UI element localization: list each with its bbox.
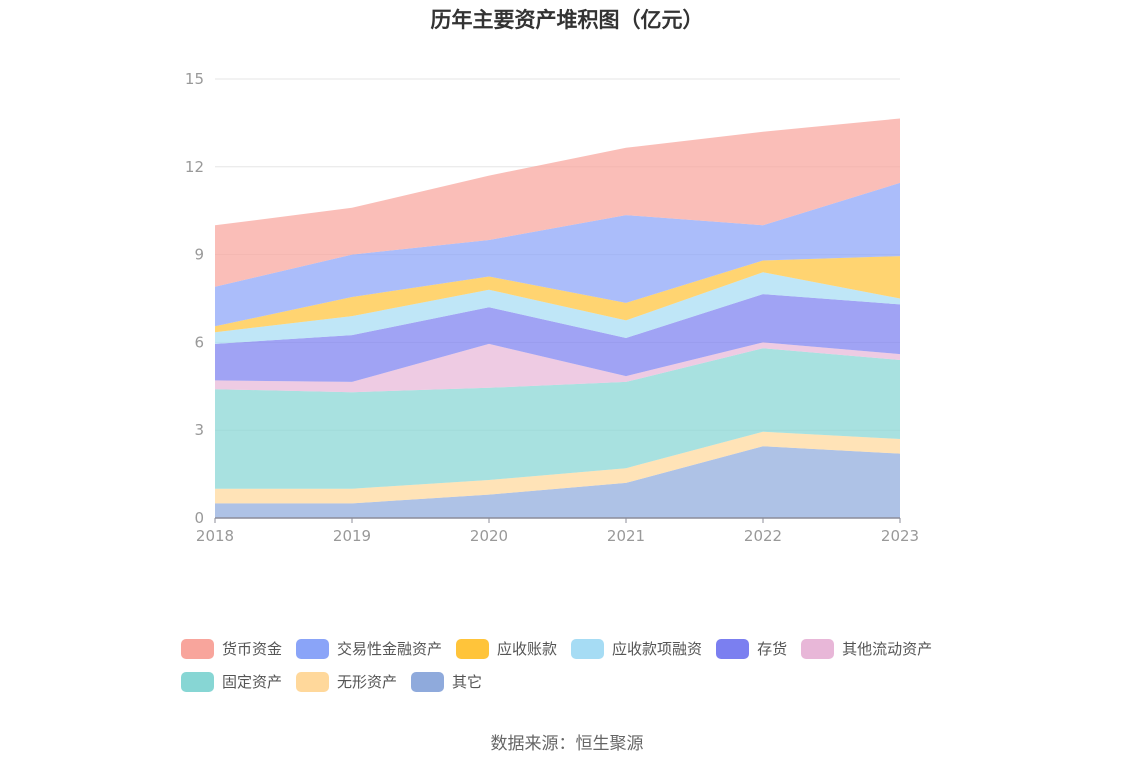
legend-item[interactable]: 应收款项融资 [571,638,702,659]
y-tick-label: 0 [194,509,204,527]
legend-item[interactable]: 货币资金 [181,638,282,659]
y-tick-label: 12 [185,158,204,176]
area-series-无形资产 [215,431,900,504]
x-tick-label: 2021 [607,527,645,545]
legend-item[interactable]: 应收账款 [456,638,557,659]
legend-item[interactable]: 无形资产 [296,671,397,692]
y-tick-label: 6 [194,333,204,351]
legend-item[interactable]: 固定资产 [181,671,282,692]
legend-label: 无形资产 [337,673,398,691]
area-series [215,118,900,518]
legend-label: 交易性金融资产 [337,640,443,658]
legend-swatch [801,638,835,659]
legend-swatch [716,638,750,659]
y-tick-label: 9 [194,246,204,264]
area-series-货币资金 [215,118,900,287]
legend-item[interactable]: 存货 [716,638,787,659]
legend-swatch [181,671,214,692]
legend-row: 固定资产 无形资产 其它 [181,665,981,698]
legend-swatch [411,671,445,692]
legend-label: 其它 [452,673,483,691]
axes: 0 3 6 9 12 15 2018 2019 2020 2021 2022 2023 [185,70,919,545]
legend-swatch [571,638,605,659]
chart-title: 历年主要资产堆积图（亿元） [430,8,704,32]
area-series-固定资产 [215,348,900,489]
area-series-存货 [215,294,900,382]
legend-label: 应收款项融资 [612,640,703,658]
area-series-交易性金融资产 [215,182,900,327]
y-tick-label: 15 [185,70,204,88]
data-source-note: 数据来源：恒生聚源 [490,734,644,754]
area-series-其它 [215,446,900,518]
legend-label: 固定资产 [222,673,283,691]
legend-swatch [296,671,330,692]
legend-label: 货币资金 [222,640,283,658]
area-series-应收账款 [215,256,900,333]
x-tick-label: 2023 [881,527,919,545]
x-tick-label: 2019 [333,527,371,545]
legend-swatch [181,638,214,659]
x-tick-label: 2022 [744,527,782,545]
legend-row: 货币资金 交易性金融资产 应收账款 应收款项融资 存货 其他流动资产 [181,632,981,665]
stacked-area-chart: 0 3 6 9 12 15 2018 2019 2020 2021 2022 2023 [185,70,919,545]
area-series-其他流动资产 [215,342,900,393]
legend-label: 其他流动资产 [842,640,933,658]
y-tick-label: 3 [194,421,204,439]
legend-label: 应收账款 [497,640,558,658]
x-tick-label: 2018 [196,527,234,545]
legend-item[interactable]: 其他流动资产 [801,638,932,659]
legend-item[interactable]: 交易性金融资产 [296,638,442,659]
legend-item[interactable]: 其它 [411,671,482,692]
legend-swatch [296,638,330,659]
x-tick-label: 2020 [470,527,508,545]
area-series-应收款项融资 [215,272,900,344]
legend: 货币资金 交易性金融资产 应收账款 应收款项融资 存货 其他流动资产固定资产 无形资产 其它 [181,632,981,698]
legend-swatch [456,638,490,659]
legend-label: 存货 [757,640,788,658]
